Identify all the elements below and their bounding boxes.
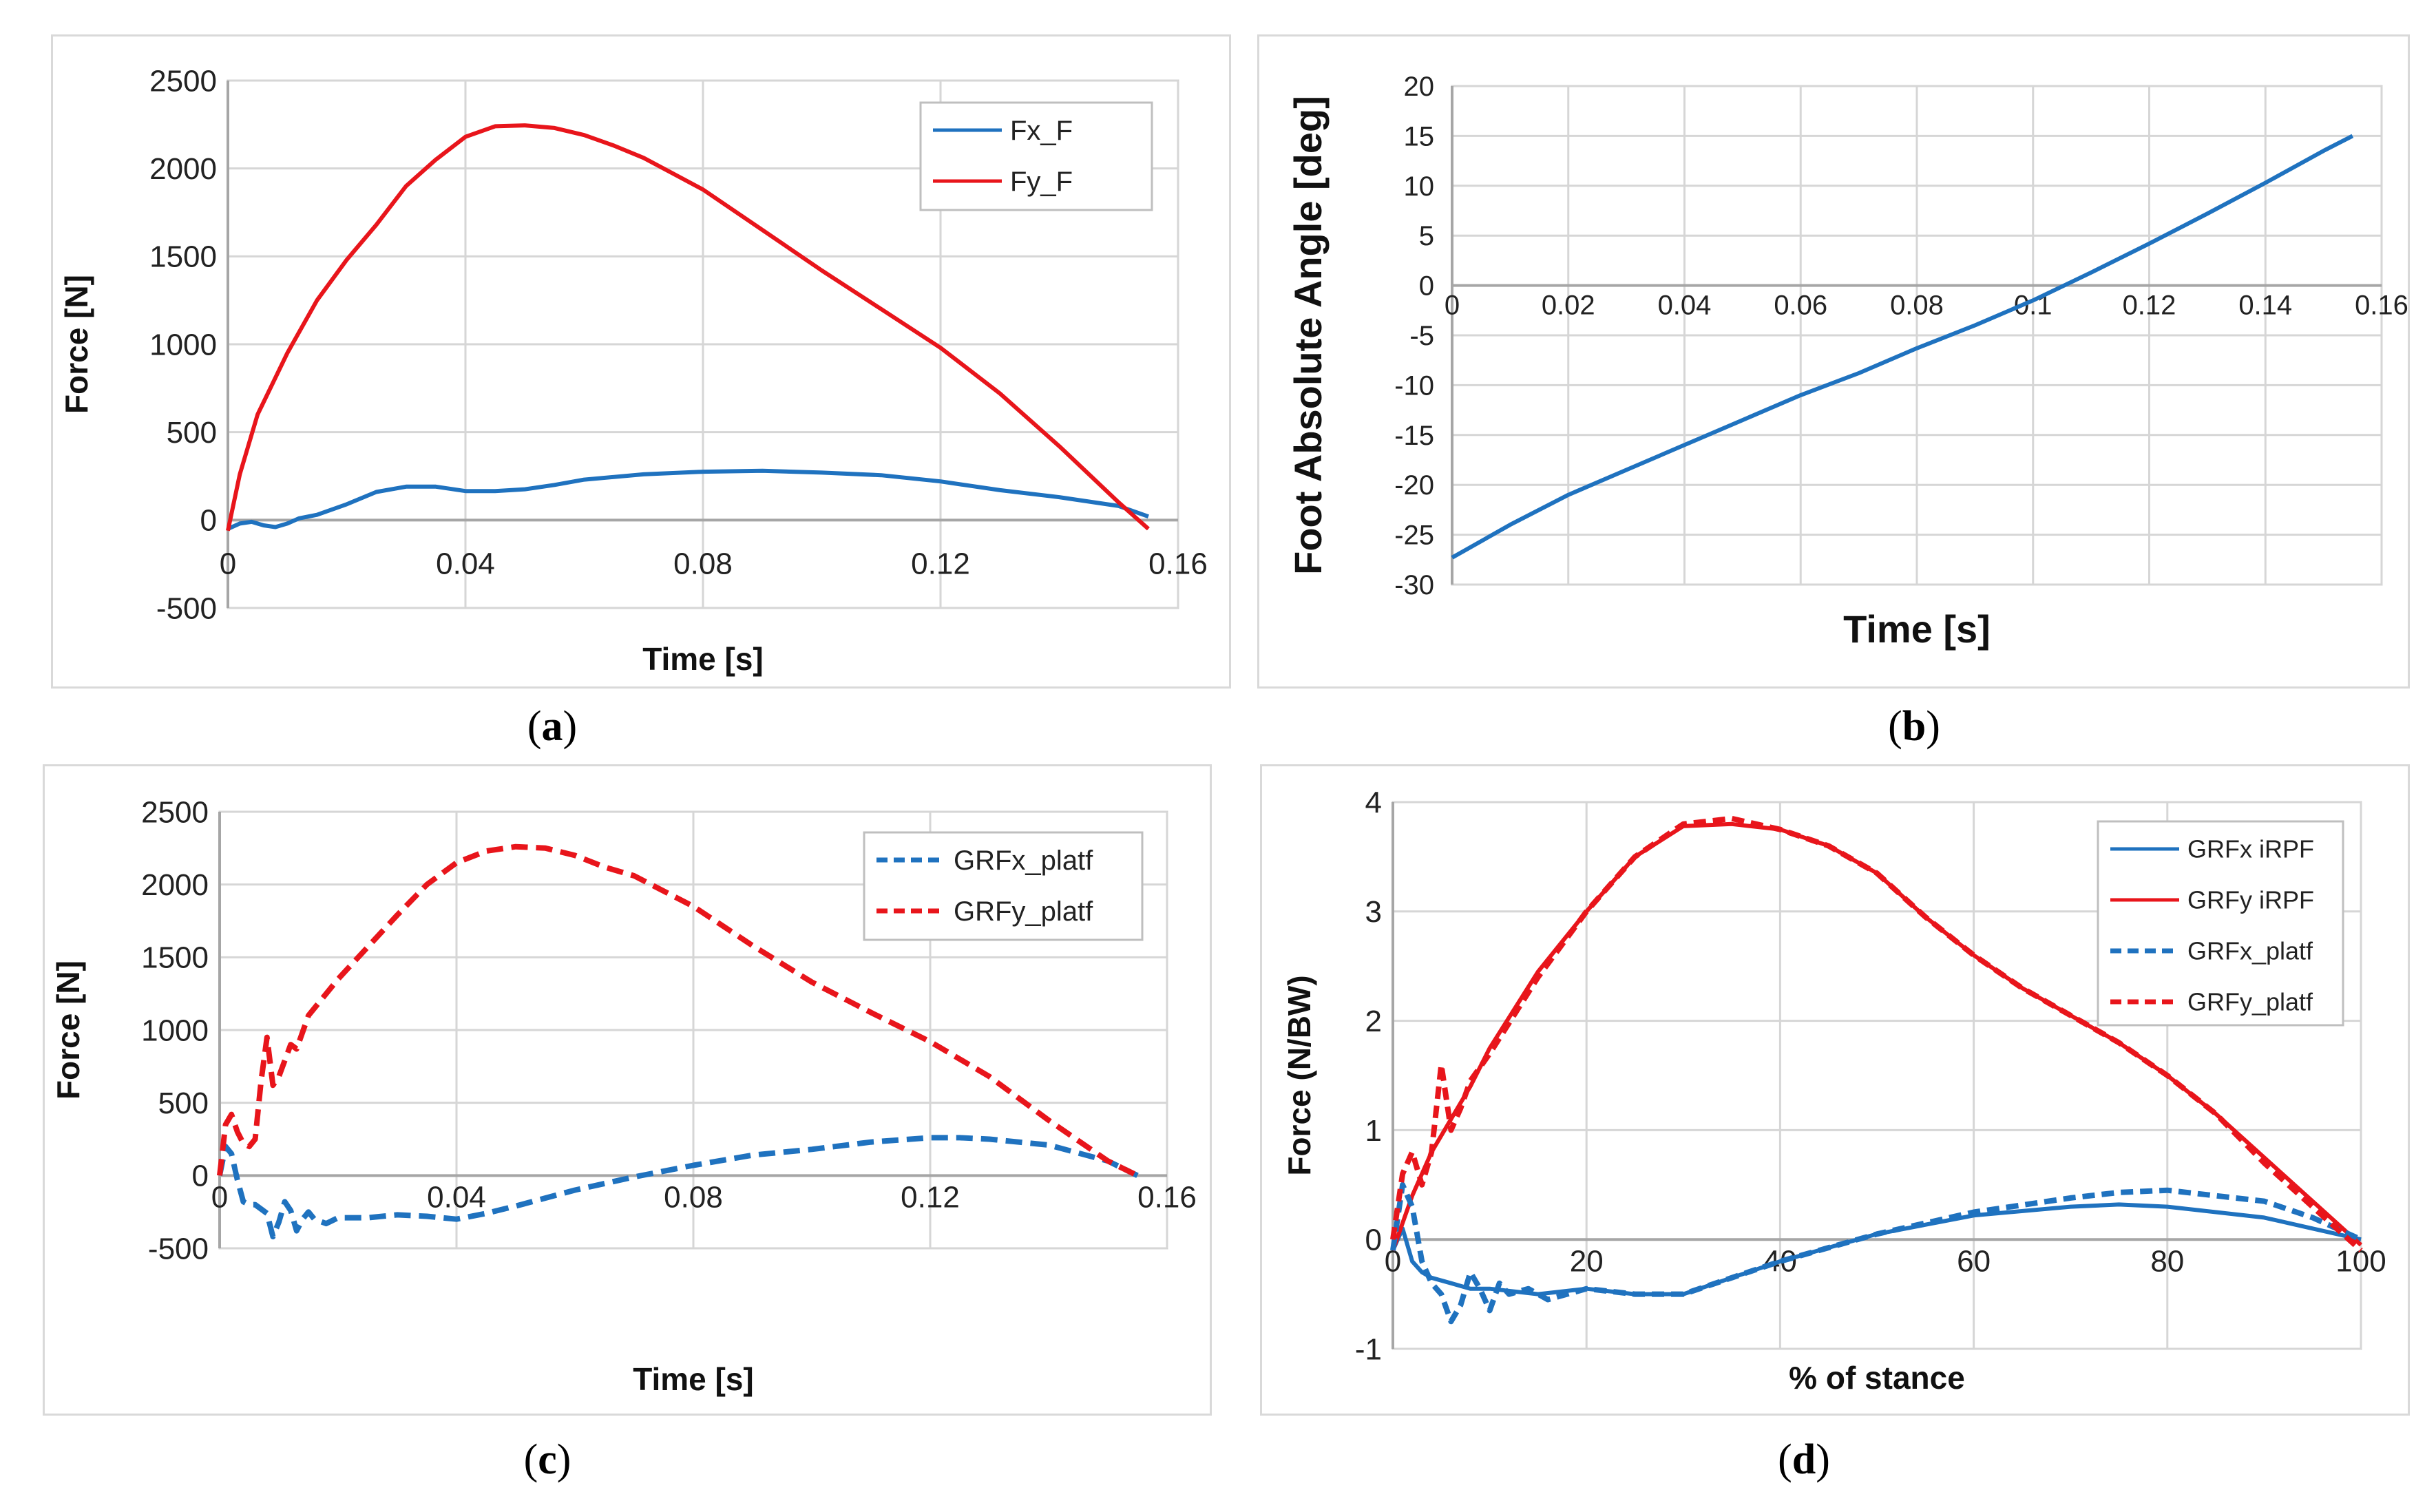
- y-tick-label: 4: [1365, 786, 1382, 819]
- x-axis-title: % of stance: [1789, 1360, 1965, 1396]
- legend-label: Fy_F: [1010, 167, 1073, 197]
- legend-box: [2097, 820, 2344, 1027]
- y-tick-label: 500: [167, 416, 217, 450]
- y-tick-label: 0: [1419, 271, 1434, 302]
- x-tick-label: 0.04: [436, 547, 495, 580]
- x-tick-label: 0: [211, 1181, 228, 1215]
- x-tick-label: 0: [220, 547, 236, 580]
- chart-panel-c: -500 0 500 1000 1500 2000 2500 0 0.04 0.08 0.12 0.1…: [43, 764, 1212, 1416]
- y-tick-label: 1: [1365, 1114, 1382, 1148]
- y-tick-label: 2000: [149, 152, 217, 186]
- y-tick-label: 1500: [149, 240, 217, 274]
- y-tick-label: 2500: [141, 795, 209, 829]
- legend-label: GRFx_platf: [954, 846, 1093, 876]
- caption-letter-b: b: [1902, 703, 1926, 750]
- y-tick-label: 15: [1404, 121, 1435, 151]
- legend-box: [863, 831, 1144, 941]
- legend-label: GRFy_platf: [2187, 988, 2313, 1016]
- series-line: [1390, 815, 2363, 1253]
- chart-b: -30 -25 -20 -15 -10 -5 0 5 10 15 20 0 0.02 0.04 0.06 0.…: [1286, 72, 2408, 651]
- y-tick-label: 0: [192, 1159, 209, 1193]
- y-tick-label: -25: [1394, 521, 1434, 551]
- x-tick-label: 0.06: [1774, 291, 1827, 321]
- y-tick-label: 2: [1365, 1005, 1382, 1038]
- y-tick-label: 3: [1365, 895, 1382, 929]
- y-tick-label: 5: [1419, 221, 1434, 251]
- x-tick-label: 0.08: [673, 547, 733, 580]
- y-tick-label: 2500: [149, 64, 217, 98]
- x-axis-title: Time [s]: [642, 641, 764, 677]
- caption-c: (c): [523, 1436, 571, 1483]
- y-tick-label: 1500: [141, 941, 209, 975]
- y-tick-label: 0: [1365, 1224, 1382, 1257]
- caption-a: (a): [527, 703, 578, 750]
- legend-label: GRFy_platf: [954, 896, 1093, 927]
- caption-b: (b): [1888, 703, 1940, 750]
- legend: GRFx iRPF GRFy iRPF GRFx_platf GRFy_platf: [2097, 820, 2344, 1027]
- y-tick-label: -500: [156, 591, 217, 625]
- x-tick-label: 0.16: [1137, 1181, 1197, 1215]
- series-line: [227, 468, 1149, 531]
- x-axis-title: Time [s]: [1843, 607, 1991, 651]
- series-line: [1390, 1182, 2362, 1325]
- y-tick-label: 500: [158, 1086, 209, 1120]
- legend: GRFx_platf GRFy_platf: [863, 831, 1144, 941]
- legend-label: GRFx iRPF: [2187, 835, 2314, 863]
- y-tick-label: -1: [1355, 1332, 1382, 1366]
- y-tick-label: 10: [1404, 171, 1435, 202]
- x-tick-label: 80: [2150, 1244, 2184, 1278]
- y-tick-label: -10: [1394, 370, 1434, 401]
- x-tick-label: 0.16: [1148, 547, 1208, 580]
- x-tick-label: 60: [1957, 1244, 1991, 1278]
- x-axis-title: Time [s]: [633, 1361, 754, 1397]
- x-tick-label: 20: [1570, 1244, 1604, 1278]
- legend-label: GRFx_platf: [2187, 937, 2313, 965]
- legend: Fx_F Fy_F: [919, 101, 1153, 211]
- x-tick-label: 0: [1445, 291, 1460, 321]
- series-line: [1391, 1202, 2362, 1296]
- series-line: [217, 843, 1139, 1178]
- y-axis-title: Force (N/BW): [1281, 975, 1317, 1175]
- legend-label: GRFy iRPF: [2187, 886, 2314, 914]
- chart-panel-a: -500 0 500 1000 1500 2000 2500 0 0.04 0.08 0.12 0.1…: [51, 34, 1231, 689]
- x-tick-label: 0.12: [901, 1181, 960, 1215]
- caption-d: (d): [1778, 1436, 1830, 1483]
- x-tick-label: 0.04: [1658, 291, 1712, 321]
- y-tick-label: 0: [200, 504, 217, 538]
- series-line: [226, 123, 1150, 532]
- x-tick-label: 0.16: [2355, 291, 2408, 321]
- chart-panel-d: -1 0 1 2 3 4 0 20 40 60 80 100% of stance Force (N/B…: [1260, 764, 2410, 1416]
- x-tick-label: 0.04: [427, 1181, 486, 1215]
- series-line: [217, 1135, 1139, 1240]
- y-tick-label: -20: [1394, 470, 1434, 501]
- y-axis-title: Force [N]: [59, 275, 94, 414]
- y-tick-label: -30: [1394, 570, 1434, 600]
- y-tick-label: 20: [1404, 72, 1435, 102]
- x-tick-label: 0.12: [911, 547, 970, 580]
- y-axis-title: Force [N]: [50, 960, 86, 1100]
- legend-label: Fx_F: [1010, 116, 1073, 146]
- x-tick-label: 0.14: [2238, 291, 2292, 321]
- caption-letter-a: a: [541, 703, 563, 750]
- x-tick-label: 0.12: [2123, 291, 2176, 321]
- y-tick-label: -15: [1394, 421, 1434, 451]
- y-tick-label: -5: [1409, 321, 1434, 351]
- caption-letter-d: d: [1792, 1436, 1816, 1483]
- y-axis-title: Foot Absolute Angle [deg]: [1286, 96, 1330, 575]
- caption-letter-c: c: [538, 1436, 557, 1483]
- x-tick-label: 0.02: [1542, 291, 1595, 321]
- y-tick-label: 2000: [141, 868, 209, 902]
- y-tick-label: 1000: [149, 328, 217, 361]
- x-tick-label: 0.08: [1890, 291, 1944, 321]
- chart-panel-b: -30 -25 -20 -15 -10 -5 0 5 10 15 20 0 0.02 0.04 0.06 0.…: [1257, 34, 2410, 689]
- y-tick-label: 1000: [141, 1014, 209, 1047]
- series-line: [1451, 134, 2354, 560]
- x-tick-label: 0.08: [664, 1181, 723, 1215]
- legend-box: [919, 101, 1153, 211]
- y-tick-label: -500: [148, 1232, 209, 1266]
